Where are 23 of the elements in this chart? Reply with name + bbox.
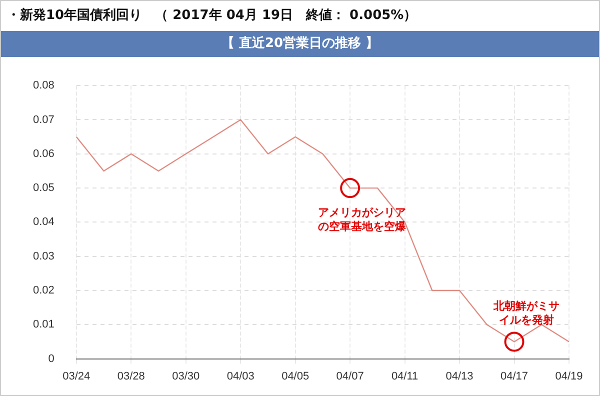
y-tick-label: 0 xyxy=(48,352,54,365)
y-tick-label: 0.02 xyxy=(32,284,54,297)
y-tick-label: 0.06 xyxy=(32,148,54,160)
x-tick-label: 04/17 xyxy=(500,370,528,382)
x-tick-label: 03/30 xyxy=(172,370,200,382)
x-tick-label: 04/13 xyxy=(446,370,474,382)
x-tick-label: 04/11 xyxy=(391,370,418,382)
x-tick-label: 03/24 xyxy=(62,370,90,382)
annotation: 北朝鮮がミサイルを発射 xyxy=(492,300,560,327)
y-tick-label: 0.03 xyxy=(32,250,54,262)
x-tick-label: 04/03 xyxy=(226,370,254,382)
x-tick-label: 04/19 xyxy=(555,370,583,382)
y-tick-label: 0.08 xyxy=(32,80,54,92)
y-tick-label: 0.01 xyxy=(32,318,54,331)
x-tick-label: 04/07 xyxy=(336,370,364,382)
chart-subtitle: 【 直近20営業日の推移 】 xyxy=(1,31,599,57)
x-tick-label: 03/28 xyxy=(117,370,145,382)
chart-title: ・新発10年国債利回り （ 2017年 04月 19日 終値： 0.005%） xyxy=(6,6,418,25)
x-tick-label: 04/05 xyxy=(282,370,310,382)
y-tick-label: 0.05 xyxy=(32,182,54,194)
y-tick-label: 0.07 xyxy=(32,114,54,126)
y-tick-label: 0.04 xyxy=(32,216,54,228)
annotation: アメリカがシリアの空軍基地を空爆 xyxy=(318,206,408,234)
